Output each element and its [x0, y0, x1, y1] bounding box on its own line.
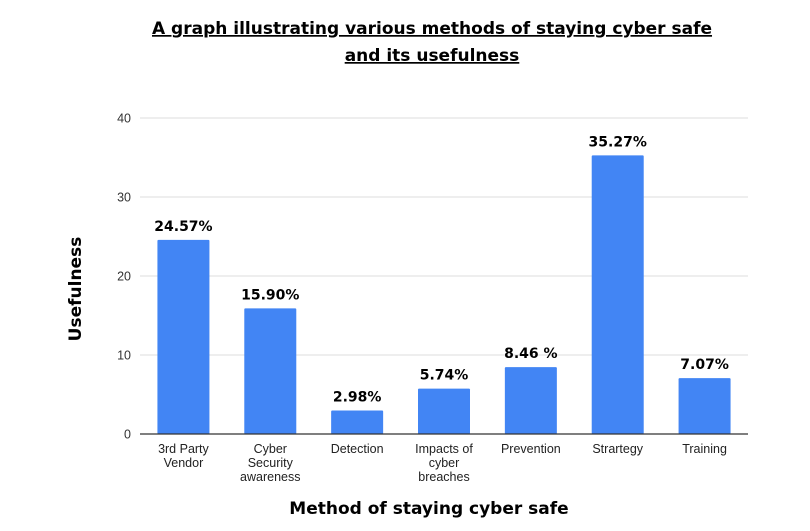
bar — [678, 378, 731, 434]
bar — [244, 308, 297, 434]
bar — [331, 410, 384, 434]
x-tick-label: breaches — [418, 470, 469, 484]
x-tick-label: Vendor — [164, 456, 204, 470]
y-tick-label: 10 — [117, 349, 131, 363]
x-tick-label: Prevention — [501, 442, 561, 456]
data-label: 24.57% — [154, 219, 212, 235]
chart-title-line-1: A graph illustrating various methods of … — [152, 19, 712, 39]
y-tick-label: 0 — [124, 428, 131, 442]
bar — [504, 367, 557, 434]
y-axis-title: Usefulness — [66, 237, 86, 342]
bar — [157, 239, 210, 434]
x-tick-label: Strartegy — [592, 442, 643, 456]
data-label: 7.07% — [680, 357, 729, 373]
x-tick-label: Cyber — [254, 442, 287, 456]
y-tick-label: 30 — [117, 191, 131, 205]
x-tick-label: Detection — [331, 442, 384, 456]
y-tick-label: 20 — [117, 270, 131, 284]
x-tick-label: 3rd Party — [158, 442, 209, 456]
x-tick-label: Training — [682, 442, 727, 456]
chart-title-line-2: and its usefulness — [345, 46, 520, 66]
y-tick-labels: 0 10 20 30 40 — [117, 112, 131, 442]
bar — [591, 155, 644, 434]
data-labels: 24.57% 15.90% 2.98% 5.74% 8.46 % 35.27% 7.07% — [154, 134, 729, 405]
x-tick-label: cyber — [429, 456, 460, 470]
x-tick-label: awareness — [240, 470, 300, 484]
data-label: 35.27% — [589, 134, 647, 150]
x-tick-label: Impacts of — [415, 442, 473, 456]
data-label: 5.74% — [420, 368, 469, 384]
data-label: 8.46 % — [504, 346, 557, 362]
y-tick-label: 40 — [117, 112, 131, 126]
x-axis-title: Method of staying cyber safe — [289, 499, 568, 519]
data-label: 15.90% — [241, 287, 299, 303]
data-label: 2.98% — [333, 389, 382, 405]
x-tick-label: Security — [248, 456, 294, 470]
bar — [418, 388, 470, 434]
gridlines — [140, 117, 748, 356]
chart-title: A graph illustrating various methods of … — [152, 19, 712, 66]
bars — [157, 155, 731, 434]
